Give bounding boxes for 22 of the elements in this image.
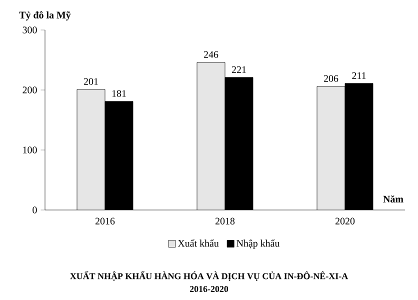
bar: [316, 86, 346, 210]
data-label: 206: [324, 75, 338, 82]
legend-label: Nhập khẩu: [236, 239, 280, 249]
data-label: 181: [112, 90, 126, 97]
y-tick-label: 300: [22, 26, 37, 34]
x-tick-label: 2016: [95, 218, 115, 224]
x-axis-title: Năm: [383, 195, 404, 202]
y-tick-label: 200: [22, 86, 37, 94]
data-label: 246: [204, 51, 218, 58]
data-label: 201: [84, 78, 98, 85]
x-tick-label: 2020: [335, 218, 355, 224]
y-axis-title: Tỷ đô la Mỹ: [19, 11, 71, 20]
text: 2016-2020: [190, 286, 228, 292]
data-label: 221: [232, 66, 246, 73]
legend-label: Xuất khẩu: [178, 239, 219, 247]
y-tick-label: 0: [32, 206, 37, 214]
y-tick-label: 100: [23, 146, 37, 154]
data-label: 211: [352, 72, 366, 79]
bar: [77, 89, 105, 210]
x-tick-label: 2018: [215, 218, 235, 224]
bar: [197, 62, 226, 210]
text: XUẤT NHẬP KHẨU HÀNG HÓA VÀ DỊCH VỤ CỦA IN-ĐÔ-NÊ-XI-A: [70, 271, 348, 281]
